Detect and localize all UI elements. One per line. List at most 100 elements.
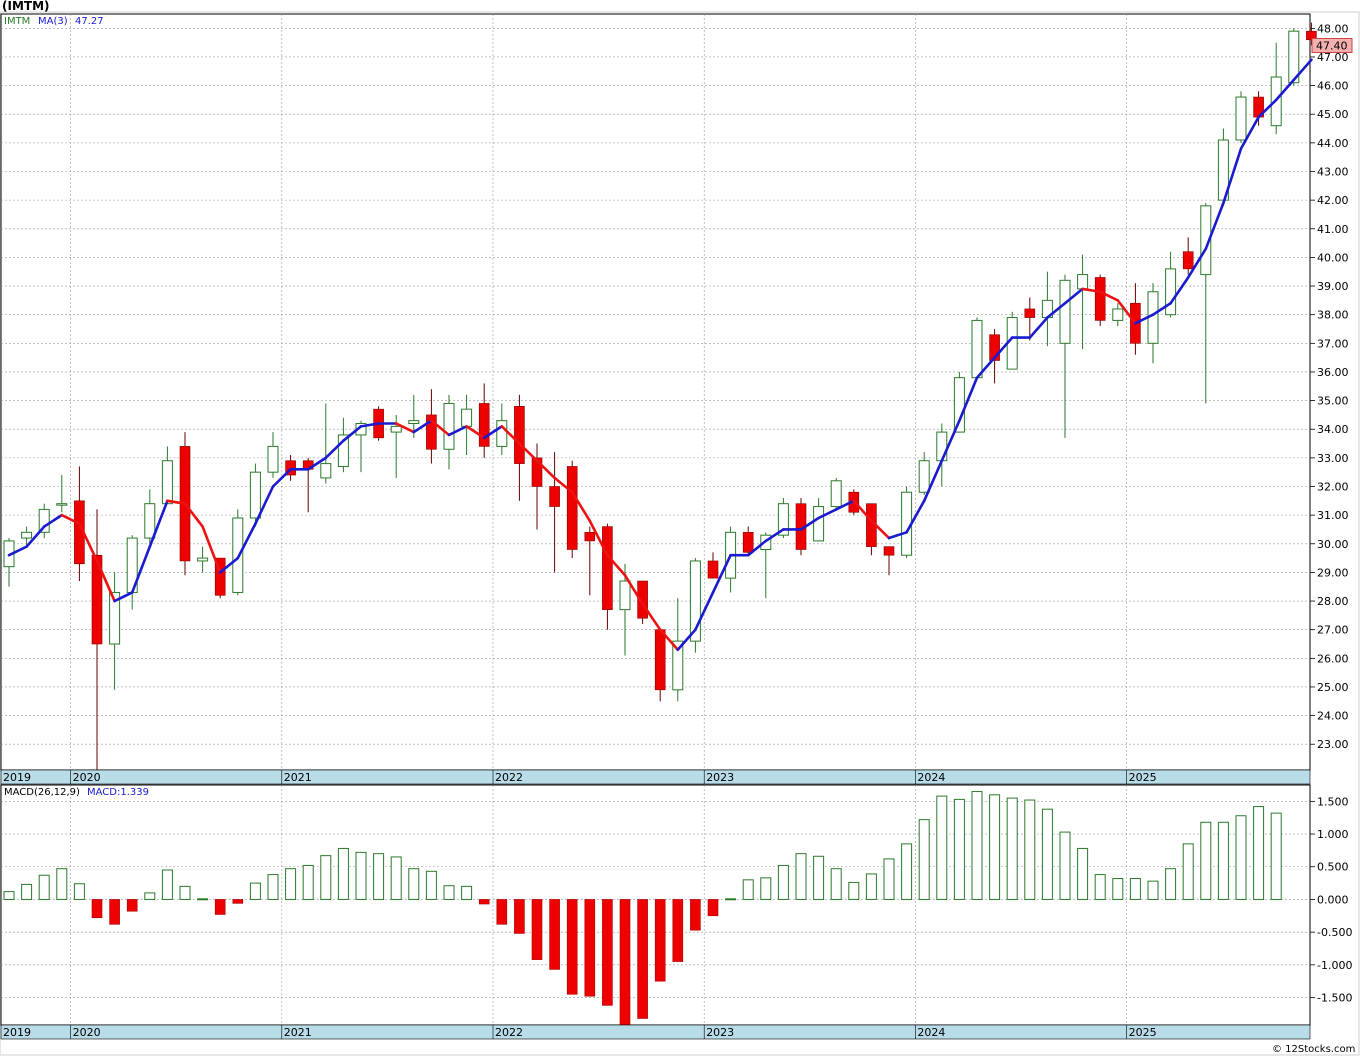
- candle-body-down: [478, 403, 490, 447]
- macd-bar-positive: [1147, 880, 1159, 900]
- price-y-tick-label: 46.00: [1317, 80, 1349, 93]
- candle-body-down: [549, 486, 560, 507]
- ma-segment: [1257, 98, 1278, 119]
- price-y-tick-label: 25.00: [1317, 681, 1349, 694]
- price-y-tick-label: 29.00: [1317, 566, 1349, 579]
- legend-macd-label: MACD(26,12,9): [4, 787, 80, 798]
- macd-x-tick-label: 2021: [284, 1026, 312, 1039]
- macd-bar-positive: [73, 883, 85, 900]
- macd-bar-positive: [830, 868, 842, 900]
- price-y-tick-label: 32.00: [1317, 481, 1349, 494]
- macd-bar-positive: [1270, 812, 1282, 900]
- macd-bars: [3, 791, 1282, 1026]
- candle-body-up: [1165, 268, 1177, 316]
- macd-bar-negative: [584, 899, 596, 997]
- candle-body-down: [742, 532, 754, 553]
- macd-bar-positive: [1041, 808, 1053, 900]
- macd-bar-negative: [690, 899, 701, 931]
- candle-body-down: [514, 406, 525, 464]
- credit-text: © 12Stocks.com: [1272, 1044, 1355, 1055]
- macd-bar-positive: [285, 868, 297, 900]
- price-x-tick-label: 2025: [1129, 771, 1157, 784]
- candle-body-up: [267, 445, 279, 473]
- price-y-tick-label: 45.00: [1317, 108, 1349, 121]
- legend-macd-value: MACD:1.339: [87, 787, 149, 798]
- price-x-tick-label: 2019: [3, 771, 31, 784]
- ma-segment: [42, 513, 64, 528]
- macd-bar-positive: [848, 881, 860, 900]
- macd-bar-negative: [619, 899, 631, 1026]
- candle-body-up: [672, 640, 684, 691]
- macd-bar-positive: [249, 882, 261, 900]
- ma-segment: [201, 525, 222, 574]
- macd-bar-positive: [742, 879, 754, 900]
- macd-bar-positive: [865, 873, 877, 900]
- macd-bar-positive: [1112, 878, 1124, 900]
- macd-bar-negative: [549, 899, 560, 970]
- candle-body-up: [1077, 274, 1089, 290]
- candle-body-up: [461, 408, 473, 427]
- ma-segment: [1222, 147, 1243, 205]
- ma-segment: [852, 499, 873, 523]
- price-y-tick-label: 43.00: [1317, 166, 1349, 179]
- price-y-tick-label: 27.00: [1317, 624, 1349, 637]
- macd-bar-negative: [566, 899, 578, 995]
- macd-x-tick-label: 2019: [3, 1026, 31, 1039]
- candle-body-down: [566, 466, 578, 550]
- candle-body-up: [144, 503, 156, 539]
- price-y-axis: 23.00 24.00 25.00 26.00 27.00 28.00 29.00 30.00…: [1310, 22, 1349, 751]
- macd-x-axis: 2019 2020 2021 2022 2023 2024 2025: [3, 1025, 1157, 1039]
- candle-body-down: [602, 526, 613, 610]
- ma-segment: [1081, 287, 1102, 294]
- ma-segment: [95, 559, 116, 603]
- price-y-tick-label: 39.00: [1317, 280, 1349, 293]
- candle-body-up: [320, 463, 332, 479]
- candle-body-down: [989, 334, 1000, 361]
- macd-bar-positive: [56, 868, 68, 900]
- last-price-badge-box: [1311, 38, 1353, 53]
- price-y-tick-label: 47.00: [1317, 51, 1349, 64]
- candle-body-down: [285, 460, 296, 476]
- macd-bar-positive: [425, 870, 437, 900]
- candle-body-up: [1288, 30, 1300, 84]
- ma-segment: [342, 425, 363, 442]
- macd-bar-negative: [637, 899, 648, 1019]
- macd-bar-positive: [760, 877, 772, 900]
- candle-body-down: [1024, 308, 1036, 318]
- ma-segment: [60, 513, 81, 526]
- candle-body-down: [883, 546, 895, 556]
- ma-segment: [1186, 247, 1208, 279]
- macd-bar-negative: [214, 899, 226, 915]
- macd-bar-positive: [144, 892, 156, 900]
- macd-x-tick-label: 2020: [73, 1026, 101, 1039]
- candle-body-up: [1059, 279, 1071, 344]
- macd-bar-positive: [813, 855, 825, 900]
- candle-body-up: [109, 591, 121, 645]
- ma-segment: [940, 419, 961, 463]
- price-y-tick-label: 40.00: [1317, 251, 1349, 264]
- macd-bar-negative: [654, 899, 666, 982]
- price-x-tick-label: 2020: [73, 771, 101, 784]
- price-x-tick-label: 2022: [495, 771, 523, 784]
- macd-bar-positive: [918, 819, 930, 900]
- ma-segment: [1098, 290, 1120, 302]
- ma-segment: [658, 628, 680, 652]
- ma-segment: [1204, 201, 1225, 251]
- macd-bar-positive: [1129, 878, 1141, 900]
- candle-body-up: [918, 460, 930, 493]
- candle-body-down: [91, 554, 103, 645]
- macd-bar-negative: [232, 899, 244, 904]
- macd-y-tick-label: 1.500: [1317, 795, 1349, 808]
- price-y-tick-label: 44.00: [1317, 137, 1349, 150]
- candle-body-up: [337, 434, 349, 467]
- candle-body-down: [1306, 30, 1317, 41]
- macd-gridlines: [1, 785, 1310, 1025]
- candle-body-up: [161, 460, 173, 505]
- macd-bar-positive: [901, 843, 913, 900]
- macd-bar-positive: [355, 851, 367, 900]
- price-x-axis-band: [0, 769, 1311, 785]
- ma-segment: [799, 516, 820, 531]
- macd-bar-positive: [1165, 868, 1177, 900]
- price-panel: 23.00 24.00 25.00 26.00 27.00 28.00 29.00 30.00…: [0, 13, 1353, 771]
- ma-segment: [306, 456, 328, 471]
